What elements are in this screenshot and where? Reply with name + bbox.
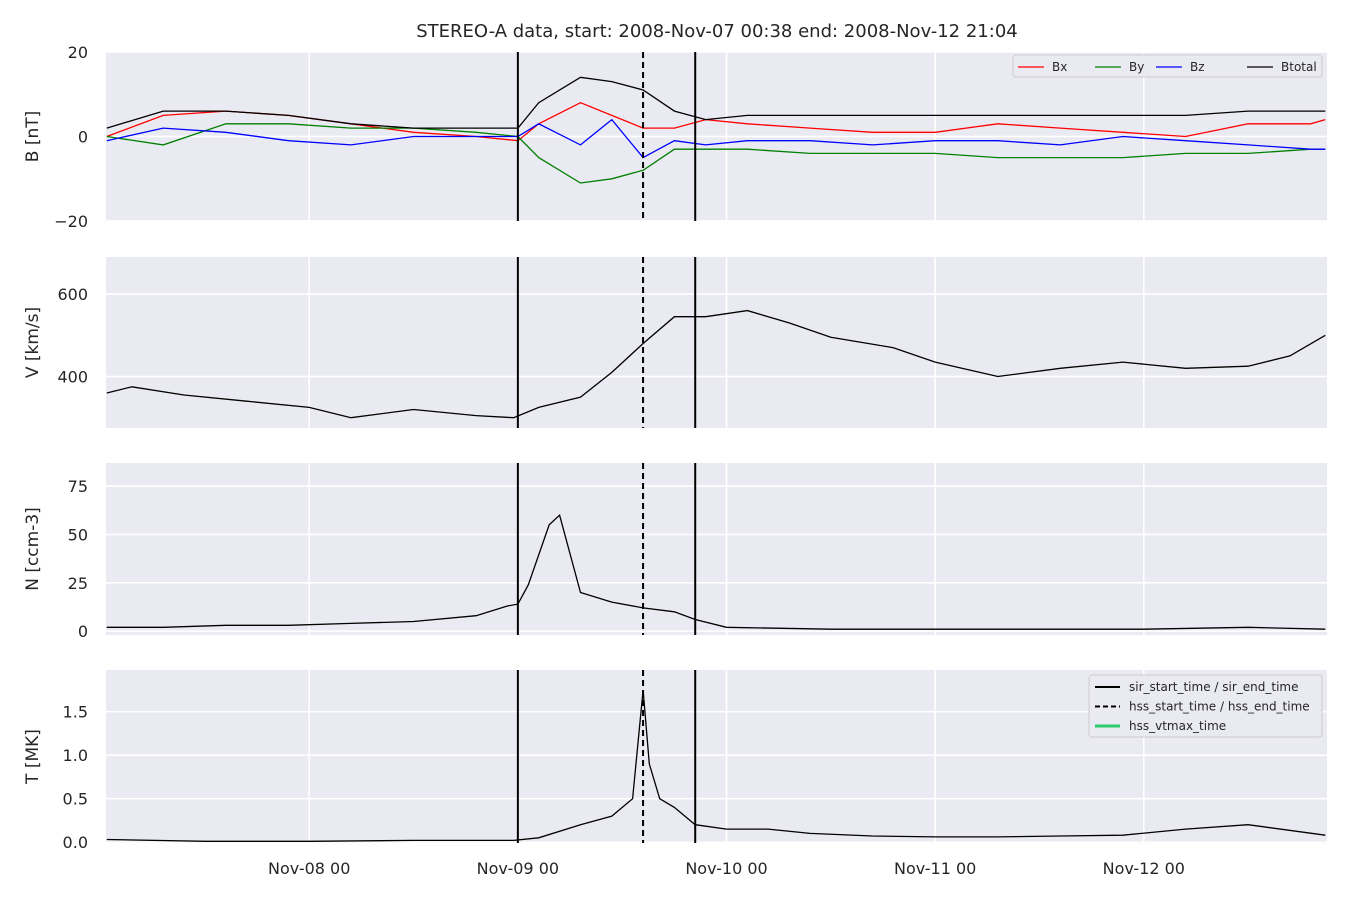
y-tick-label: 0 — [78, 128, 88, 147]
figure-title: STEREO-A data, start: 2008-Nov-07 00:38 … — [416, 21, 1017, 42]
series-line — [106, 309, 1326, 419]
y-axis-label: N [ccm-3] — [23, 507, 43, 591]
legend-label: Btotal — [1281, 60, 1317, 74]
legend-label: Bz — [1190, 60, 1205, 74]
legend-label: By — [1129, 60, 1144, 74]
x-tick-label: Nov-11 00 — [894, 859, 976, 878]
legend-b: Bx By Bz Btotal — [1012, 54, 1323, 78]
series-line-bz — [106, 118, 1326, 159]
legend-label: sir_start_time / sir_end_time — [1129, 680, 1299, 694]
legend-label: Bx — [1052, 60, 1067, 74]
y-tick-label: 0.0 — [63, 833, 88, 852]
y-tick-label: 75 — [68, 477, 88, 496]
x-tick-label: Nov-08 00 — [268, 859, 350, 878]
y-tick-label: 400 — [57, 367, 88, 386]
legend-entry-sir: sir_start_time / sir_end_time — [1095, 680, 1299, 694]
panel-2: 400 600 V [km/s] — [23, 257, 1327, 428]
y-axis-label: T [MK] — [23, 729, 43, 785]
y-tick-label: 25 — [68, 574, 88, 593]
y-tick-label: 0.5 — [63, 790, 88, 809]
x-tick-label: Nov-09 00 — [477, 859, 559, 878]
series-line-by — [106, 123, 1326, 184]
legend-entry-bx: Bx — [1018, 60, 1067, 74]
legend-entry-by: By — [1095, 60, 1144, 74]
legend-entry-bz: Bz — [1156, 60, 1205, 74]
x-tick-label: Nov-12 00 — [1103, 859, 1185, 878]
y-tick-label: −20 — [54, 212, 88, 231]
series-line — [106, 689, 1326, 842]
panel-1: −20 0 20 B [nT] — [23, 43, 1327, 231]
y-tick-label: 0 — [78, 622, 88, 641]
y-tick-label: 1.0 — [63, 746, 88, 765]
legend-label: hss_start_time / hss_end_time — [1129, 700, 1310, 714]
legend-box — [1088, 674, 1323, 738]
panel-3: 0 25 50 75 N [ccm-3] — [23, 463, 1327, 641]
legend-label: hss_vtmax_time — [1129, 719, 1226, 733]
series-line — [106, 513, 1326, 630]
y-tick-label: 600 — [57, 285, 88, 304]
legend-entry-vtmax: hss_vtmax_time — [1095, 719, 1226, 733]
legend-events: sir_start_time / sir_end_time hss_start_t… — [1088, 674, 1323, 738]
y-axis-label: V [km/s] — [23, 307, 43, 378]
legend-entry-btotal: Btotal — [1247, 60, 1317, 74]
y-tick-label: 20 — [68, 43, 88, 62]
y-axis-label: B [nT] — [23, 111, 43, 163]
y-tick-label: 50 — [68, 526, 88, 545]
y-tick-label: 1.5 — [63, 703, 88, 722]
legend-entry-hss: hss_start_time / hss_end_time — [1095, 700, 1310, 714]
x-tick-label: Nov-10 00 — [685, 859, 767, 878]
legend-box — [1012, 54, 1323, 78]
series-line-btotal — [106, 76, 1326, 129]
panels: −20 0 20 B [nT] 400 600 V [km/s] 0 25 50 75 N [ccm-… — [23, 43, 1327, 878]
